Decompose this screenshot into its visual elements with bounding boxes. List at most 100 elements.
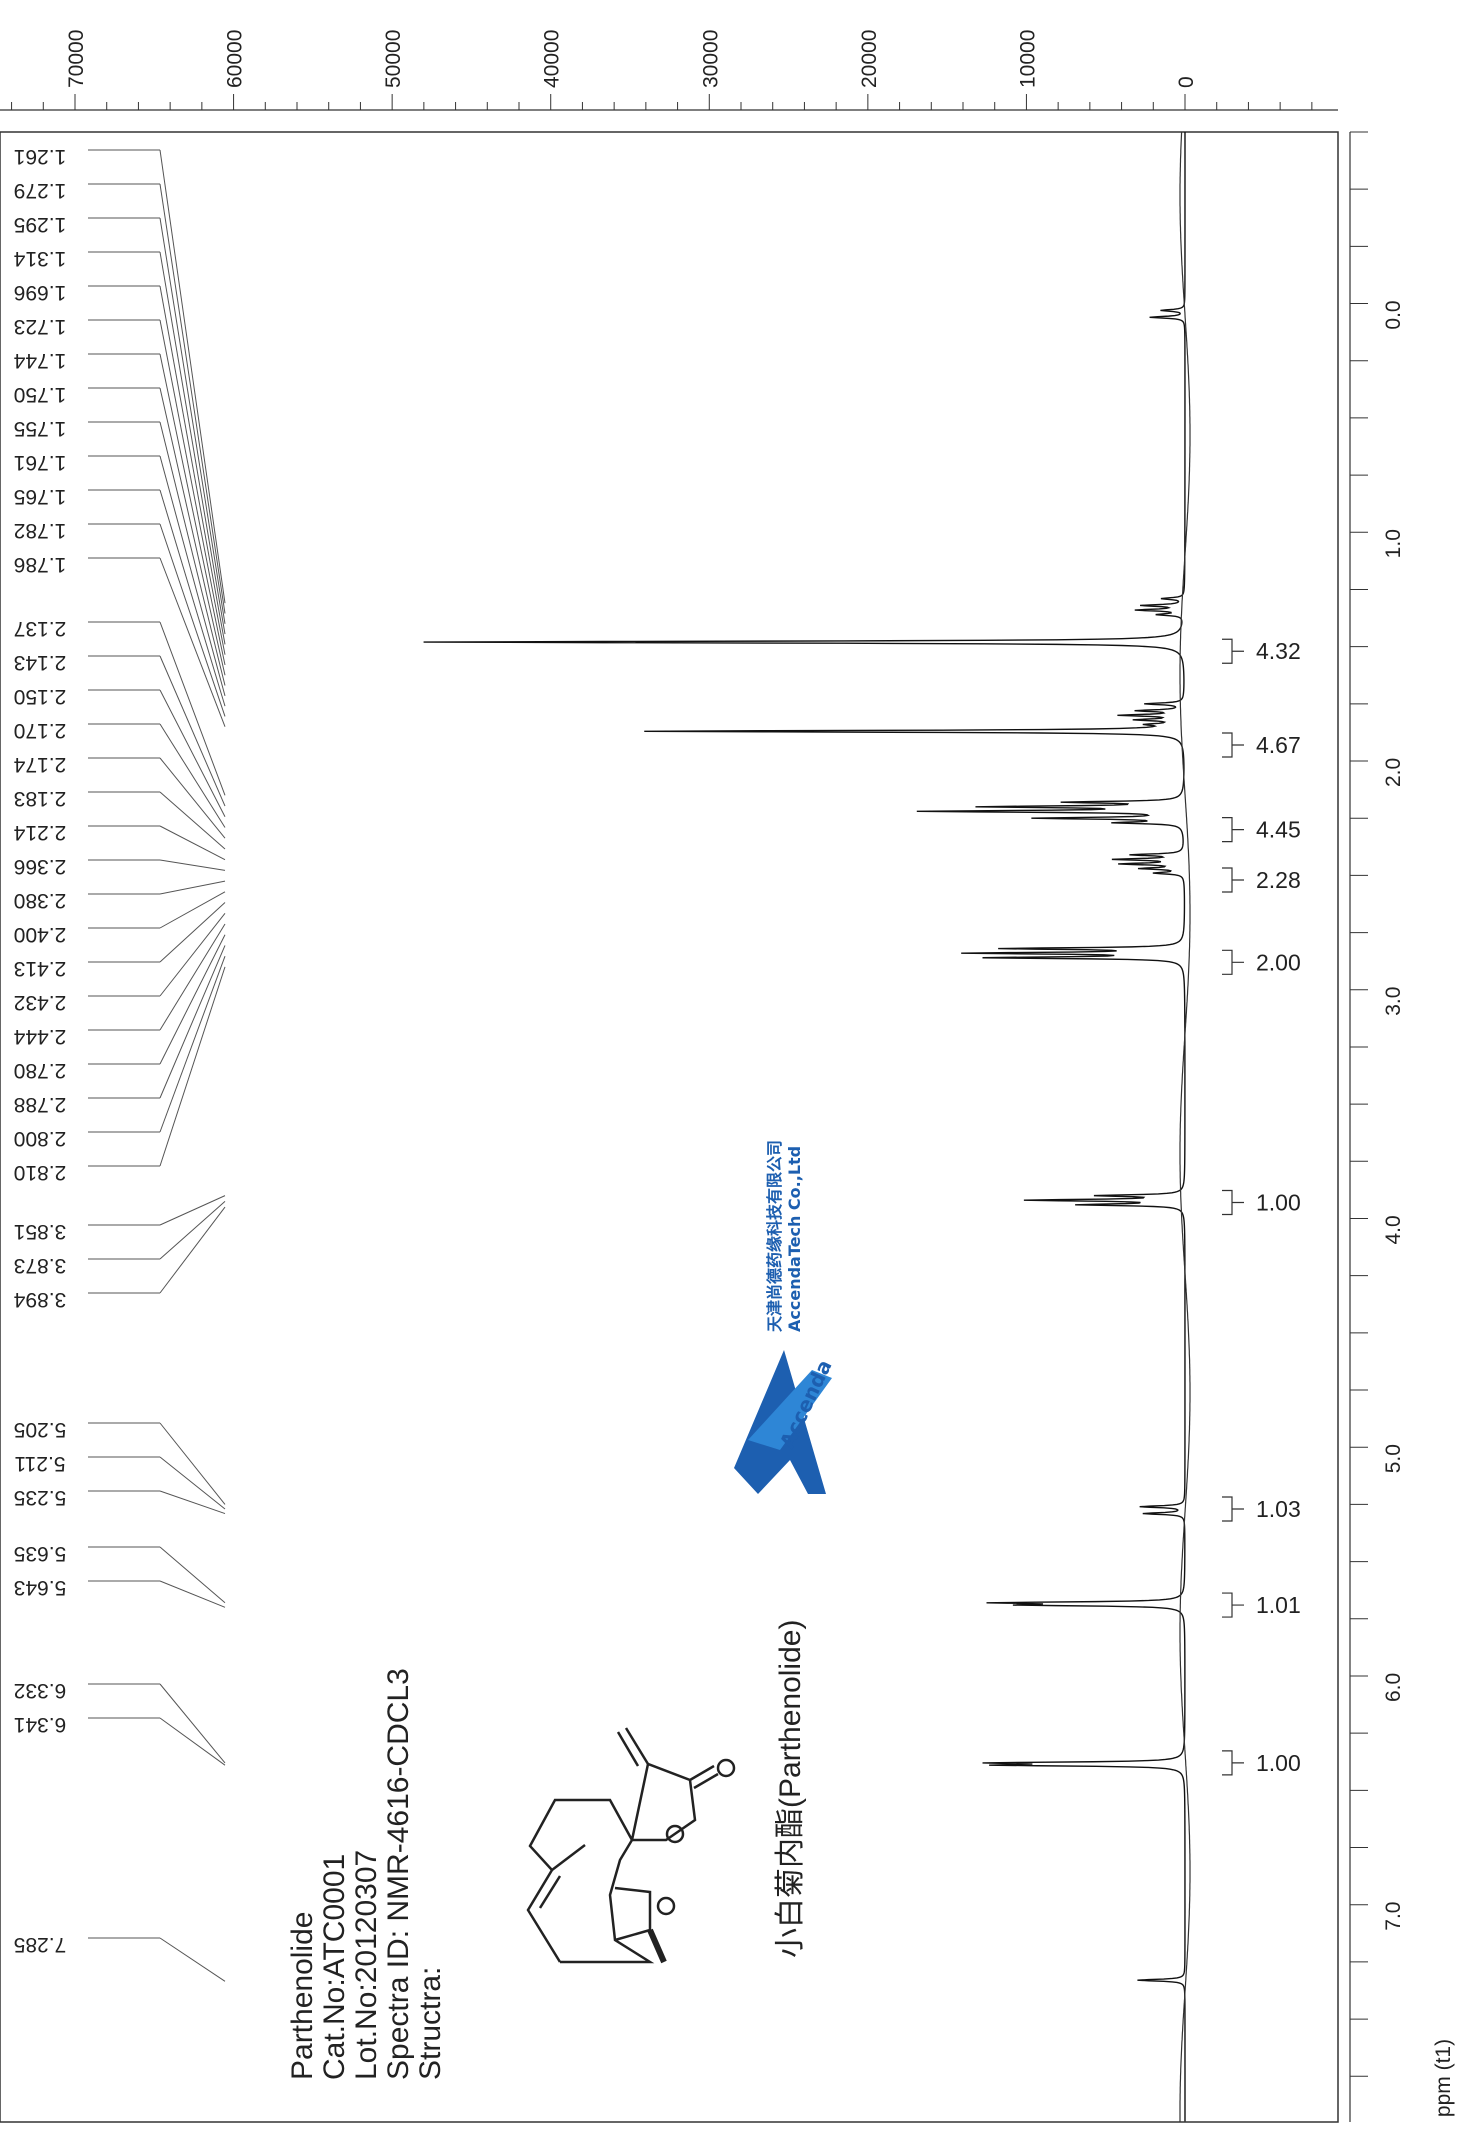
peak-connector: [159, 791, 226, 850]
intensity-tick-label: 60000: [224, 30, 247, 88]
spectra-id: Spectra ID: NMR-4616-CDCL3: [382, 1668, 415, 2080]
peak-connector: [159, 1195, 226, 1226]
peak-connector: [159, 285, 226, 645]
plot-frame: [0, 131, 1339, 2123]
peak-label: 2.137: [14, 617, 67, 640]
peak-label: 3.873: [14, 1254, 67, 1277]
peak-label: 2.143: [14, 651, 67, 674]
structure-label: Structra:: [414, 1967, 447, 2080]
peak-label: 2.413: [14, 957, 67, 980]
peak-label: 2.780: [14, 1059, 67, 1082]
spectrum-trace: [423, 132, 1186, 2122]
carbonyl-1: [689, 1764, 715, 1782]
peak-label: 2.380: [14, 889, 67, 912]
catalog-number: Cat.No:ATC0001: [318, 1854, 351, 2080]
peak-label: 6.341: [14, 1713, 67, 1736]
peak-label: 2.432: [14, 991, 67, 1014]
peak-label: 1.755: [14, 417, 67, 440]
integral-bracket: [1222, 1750, 1244, 1776]
peak-connector: [159, 757, 226, 839]
peak-connector: [159, 421, 226, 686]
spectrum-line: [423, 132, 1186, 2122]
ppm-tick-label: 0.0: [1382, 300, 1405, 329]
integral-value: 2.28: [1256, 867, 1301, 893]
peak-label: 5.235: [14, 1486, 67, 1509]
peak-label: 2.788: [14, 1093, 67, 1116]
intensity-tick-label: 50000: [382, 30, 405, 88]
peak-label: 2.150: [14, 685, 67, 708]
peak-connector: [159, 1422, 226, 1505]
peak-connector: [159, 1456, 226, 1510]
double-bond: [538, 1875, 562, 1909]
peak-connector: [159, 723, 226, 828]
integral-value: 4.32: [1256, 638, 1301, 664]
integral-value: 2.00: [1256, 949, 1301, 975]
integral-bracket: [1222, 638, 1244, 664]
intensity-tick-label: 40000: [541, 30, 564, 88]
integral-bracket: [1222, 949, 1244, 975]
peak-connector: [159, 455, 226, 696]
peak-label: 5.635: [14, 1542, 67, 1565]
peak-label: 1.723: [14, 315, 67, 338]
peak-label-list: 1.261 1.279 1.295 1.314 1.696 1.723 1.744 1.750…: [13, 145, 66, 1956]
intensity-tick-label: 70000: [65, 30, 88, 88]
integral-bracket: [1222, 1496, 1244, 1522]
peak-label: 1.744: [13, 349, 66, 372]
integral-markers: 4.32 4.67 4.45 2.28 2.00 1.00 1.03 1.01 1.00: [1179, 131, 1301, 2122]
sample-info: Parthenolide Cat.No:ATC0001 Lot.No:20120…: [286, 1668, 447, 2080]
carbonyl-oxygen: [716, 1758, 736, 1778]
intensity-tick-label: 20000: [858, 30, 881, 88]
peak-label: 1.782: [14, 519, 67, 542]
peak-connector: [159, 251, 226, 635]
lactone-oxygen: [665, 1824, 685, 1844]
peak-connector: [159, 387, 226, 676]
peak-label: 2.183: [14, 787, 67, 810]
peak-connector: [159, 934, 226, 1065]
ppm-axis-label: ppm (t1): [1432, 2039, 1455, 2117]
intensity-tick-label: 0: [1175, 76, 1198, 88]
peak-connector: [159, 945, 226, 1099]
ppm-tick-label: 2.0: [1382, 758, 1405, 787]
peak-label: 2.810: [14, 1161, 67, 1184]
peak-connector: [159, 655, 226, 807]
peak-label: 1.314: [13, 247, 66, 270]
peak-connector: [159, 1200, 226, 1260]
peak-connector: [159, 955, 226, 1133]
peak-connector: [159, 825, 226, 861]
exo-methylene-1: [624, 1727, 650, 1765]
integral-curve: [1179, 131, 1191, 2122]
peak-connector: [159, 1490, 226, 1515]
peak-label: 2.400: [14, 923, 67, 946]
integral-bracket: [1222, 732, 1244, 758]
ppm-tick-label: 3.0: [1382, 987, 1405, 1016]
intensity-tick-label: 10000: [1016, 30, 1039, 88]
exo-methylene-2: [616, 1731, 640, 1767]
integral-value: 4.45: [1256, 817, 1301, 843]
peak-label: 1.750: [14, 383, 67, 406]
lactone-ring: [630, 1762, 697, 1842]
ppm-tick-label: 5.0: [1382, 1444, 1405, 1473]
peak-label: 6.332: [14, 1679, 67, 1702]
peak-connector: [159, 880, 226, 895]
peak-connector: [159, 353, 226, 666]
ppm-axis-ticks: 0.0 1.0 2.0 3.0 4.0 5.0 6.0 7.0: [1350, 131, 1405, 2077]
methyl-wedge: [647, 1928, 667, 1964]
integral-value: 1.03: [1256, 1496, 1301, 1522]
integral-value: 1.00: [1256, 1189, 1301, 1215]
peak-connector: [159, 923, 226, 1031]
peak-label: 3.851: [14, 1220, 67, 1243]
peak-connector: [159, 489, 226, 707]
peak-label: 1.295: [14, 213, 67, 236]
ppm-tick-label: 7.0: [1382, 1902, 1405, 1931]
intensity-tick-label: 30000: [699, 30, 722, 88]
peak-connector: [159, 1717, 226, 1766]
integral-bracket: [1222, 867, 1244, 893]
peak-label: 1.279: [14, 179, 67, 202]
ppm-tick-label: 1.0: [1382, 529, 1405, 558]
logo-swoosh: [748, 1370, 832, 1450]
peak-connector: [159, 1580, 226, 1608]
peak-label: 7.285: [14, 1933, 67, 1956]
chemical-structure: [526, 1727, 736, 1964]
peak-connector: [159, 912, 226, 997]
